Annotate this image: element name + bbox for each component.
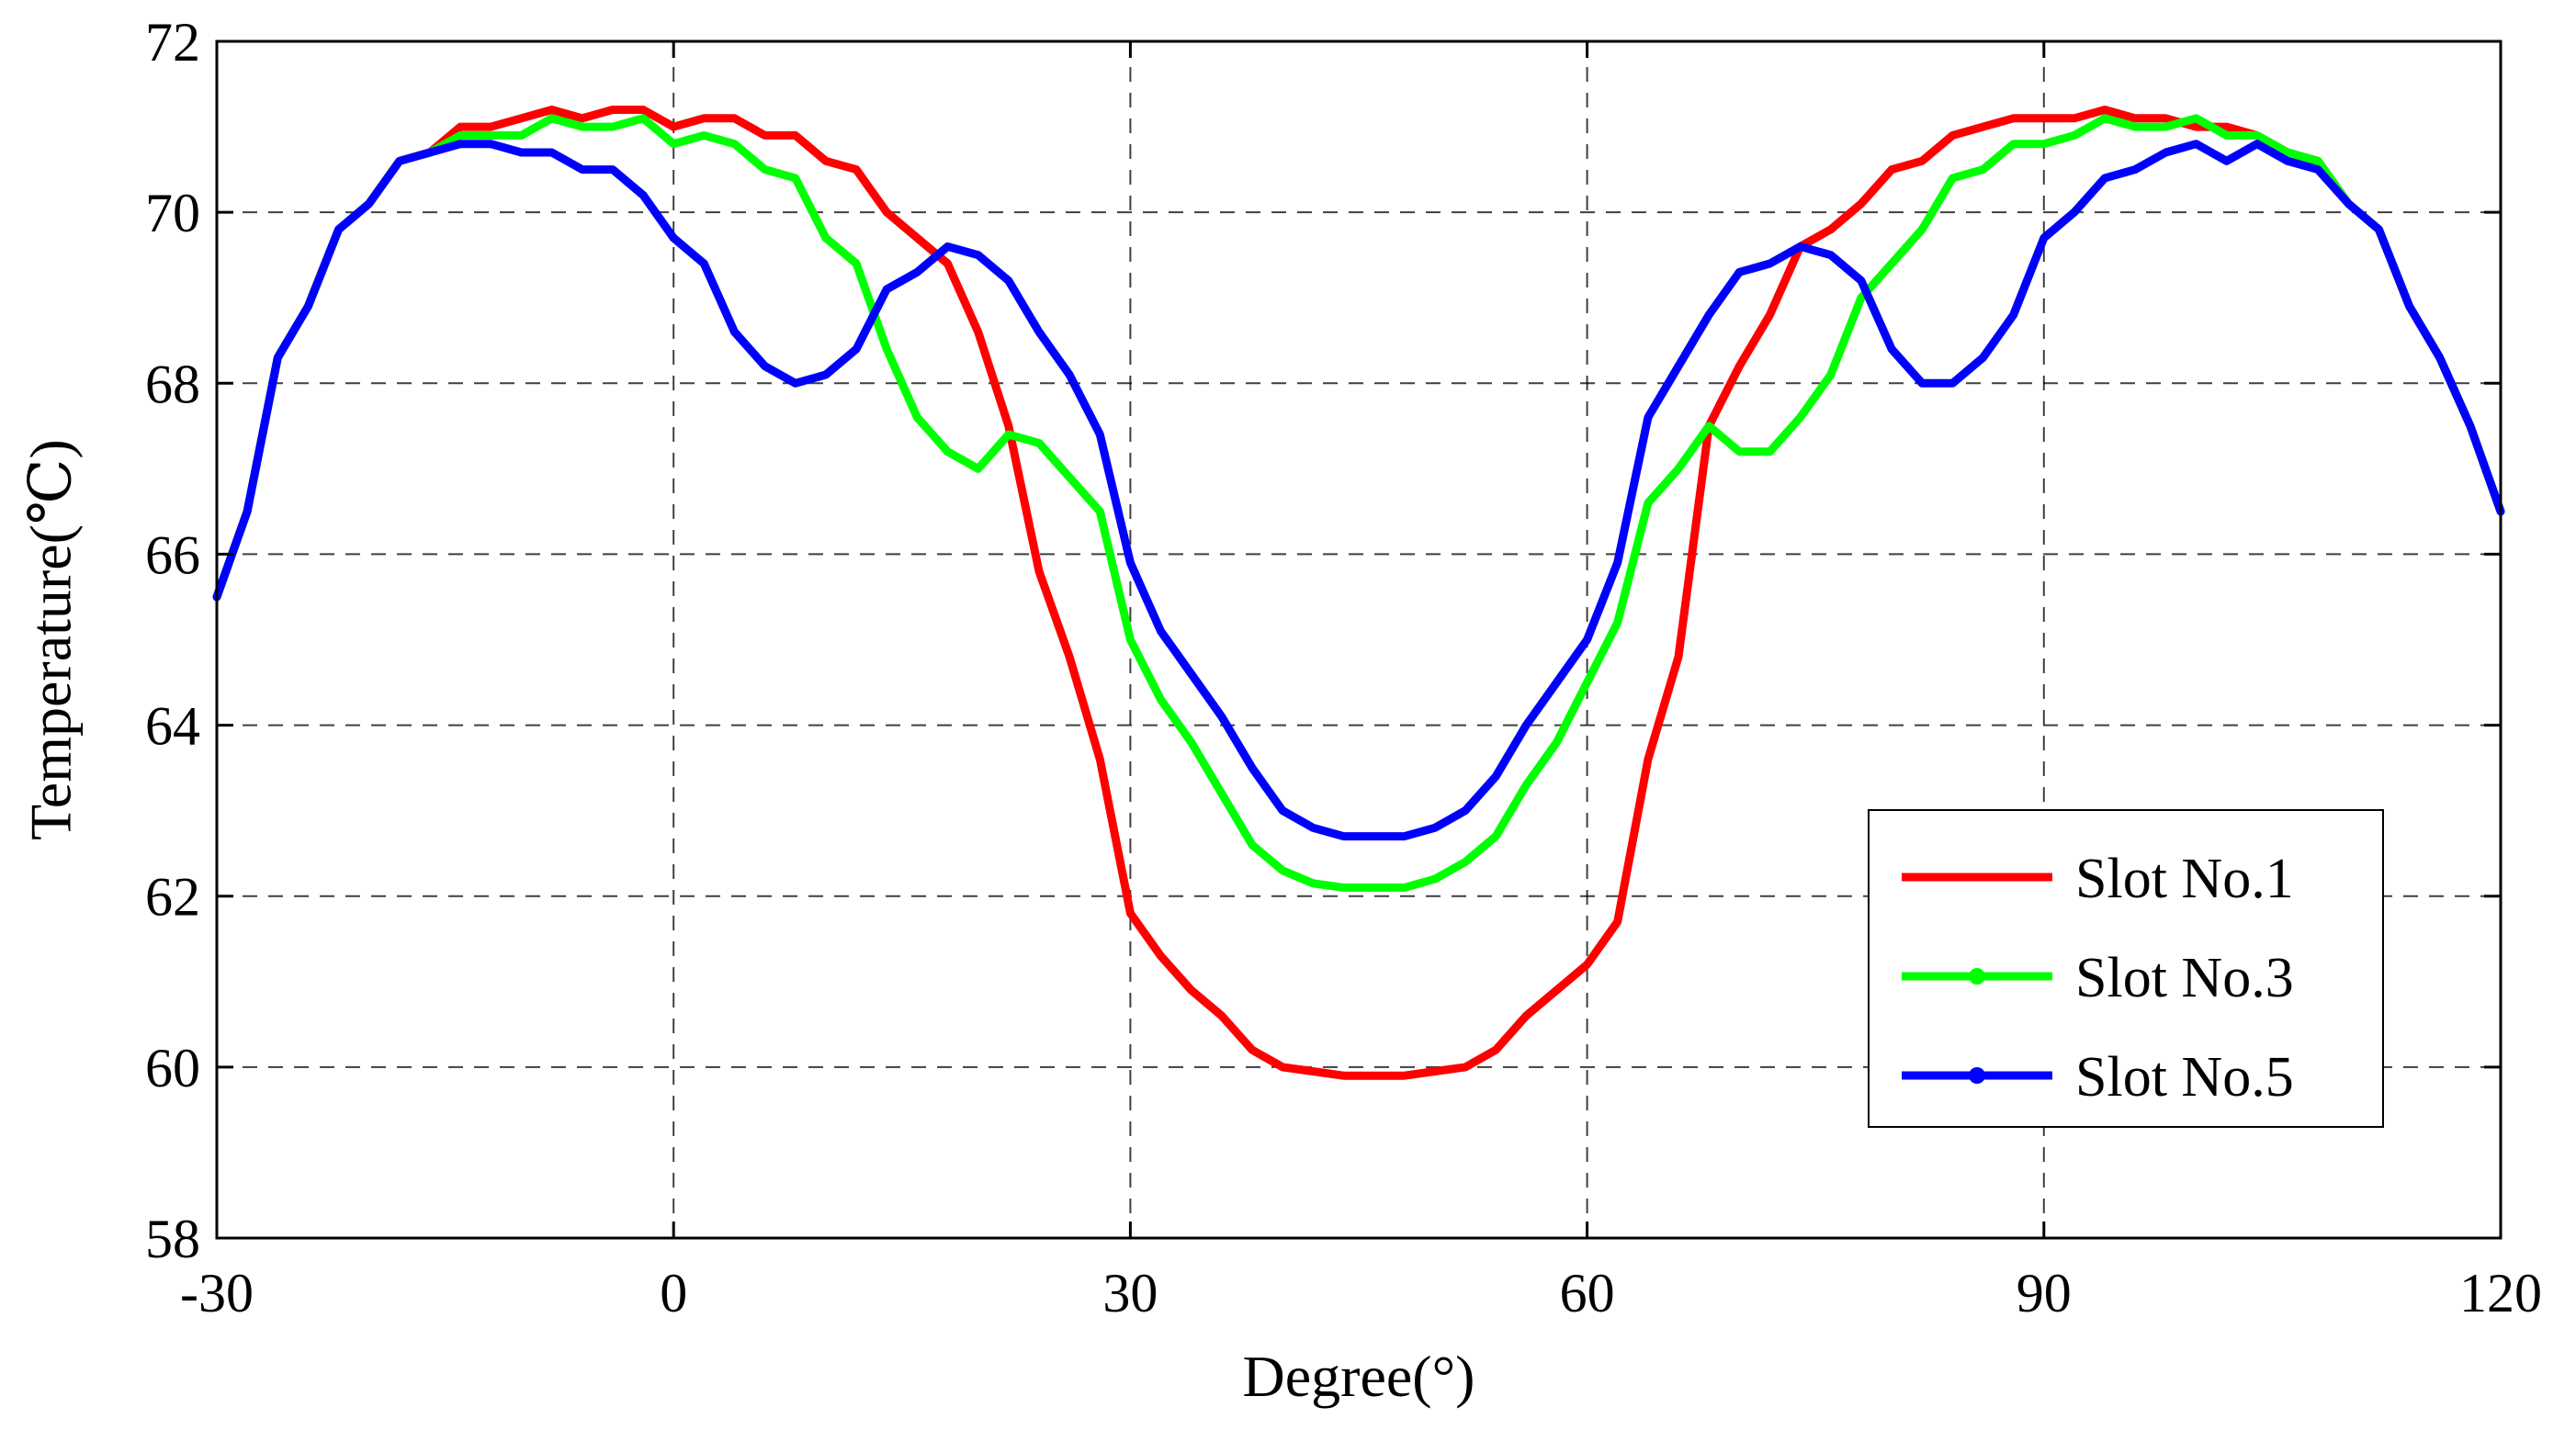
x-tick-label: 0	[660, 1263, 687, 1323]
x-axis-title: Degree(°)	[1243, 1344, 1475, 1409]
legend-marker-slot-no-3	[1969, 968, 1985, 985]
plot-frame	[215, 39, 2503, 1240]
y-tick-label: 64	[145, 696, 200, 757]
legend-label-slot-no-3: Slot No.3	[2075, 947, 2294, 1009]
y-tick-label: 68	[145, 354, 200, 414]
x-tick-label: 60	[1560, 1263, 1615, 1323]
x-tick-label: 90	[2017, 1263, 2072, 1323]
legend: Slot No.1 Slot No.3 Slot No.5	[1868, 809, 2384, 1128]
y-tick-label: 58	[145, 1209, 200, 1269]
axis-ticks	[215, 39, 2503, 1240]
series-line-slot-no-3	[212, 114, 2505, 892]
series-line-slot-no-1	[212, 106, 2505, 1080]
x-tick-label: 120	[2459, 1263, 2542, 1323]
x-tick-labels: -30 0 30 60 90 120	[180, 1263, 2542, 1323]
y-tick-label: 70	[145, 183, 200, 243]
y-tick-label: 60	[145, 1038, 200, 1098]
legend-label-slot-no-5: Slot No.5	[2075, 1046, 2294, 1109]
x-tick-label: 30	[1102, 1263, 1158, 1323]
y-tick-labels: 58 60 62 64 66 68 70 72	[145, 12, 200, 1269]
series-layer	[212, 106, 2505, 1080]
y-axis-title: Temperature(℃)	[18, 439, 84, 840]
legend-marker-slot-no-5	[1969, 1067, 1985, 1084]
y-tick-label: 62	[145, 867, 200, 928]
x-tick-label: -30	[180, 1263, 254, 1323]
legend-label-slot-no-1: Slot No.1	[2075, 848, 2294, 910]
y-tick-label: 72	[145, 12, 200, 73]
y-tick-label: 66	[145, 524, 200, 585]
series-line-slot-no-5	[212, 140, 2505, 841]
